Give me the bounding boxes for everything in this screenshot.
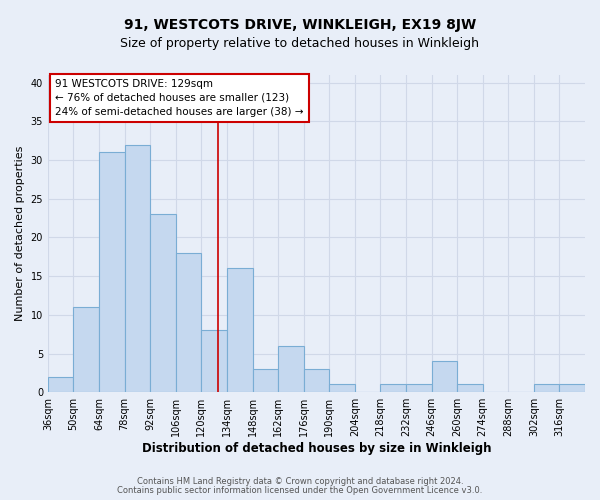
Bar — [559, 384, 585, 392]
Bar — [534, 384, 559, 392]
Bar — [125, 144, 150, 392]
Text: Contains HM Land Registry data © Crown copyright and database right 2024.: Contains HM Land Registry data © Crown c… — [137, 477, 463, 486]
Bar — [227, 268, 253, 392]
Bar — [176, 253, 202, 392]
Bar — [73, 307, 99, 392]
Bar — [457, 384, 482, 392]
Bar — [150, 214, 176, 392]
Bar — [431, 362, 457, 392]
Text: Size of property relative to detached houses in Winkleigh: Size of property relative to detached ho… — [121, 38, 479, 51]
Bar — [253, 369, 278, 392]
Bar — [202, 330, 227, 392]
Bar — [406, 384, 431, 392]
Bar — [304, 369, 329, 392]
Bar — [278, 346, 304, 392]
Bar — [99, 152, 125, 392]
Text: Contains public sector information licensed under the Open Government Licence v3: Contains public sector information licen… — [118, 486, 482, 495]
Y-axis label: Number of detached properties: Number of detached properties — [15, 146, 25, 322]
Bar — [48, 376, 73, 392]
Bar — [380, 384, 406, 392]
Text: 91, WESTCOTS DRIVE, WINKLEIGH, EX19 8JW: 91, WESTCOTS DRIVE, WINKLEIGH, EX19 8JW — [124, 18, 476, 32]
X-axis label: Distribution of detached houses by size in Winkleigh: Distribution of detached houses by size … — [142, 442, 491, 455]
Text: 91 WESTCOTS DRIVE: 129sqm
← 76% of detached houses are smaller (123)
24% of semi: 91 WESTCOTS DRIVE: 129sqm ← 76% of detac… — [55, 79, 304, 117]
Bar — [329, 384, 355, 392]
